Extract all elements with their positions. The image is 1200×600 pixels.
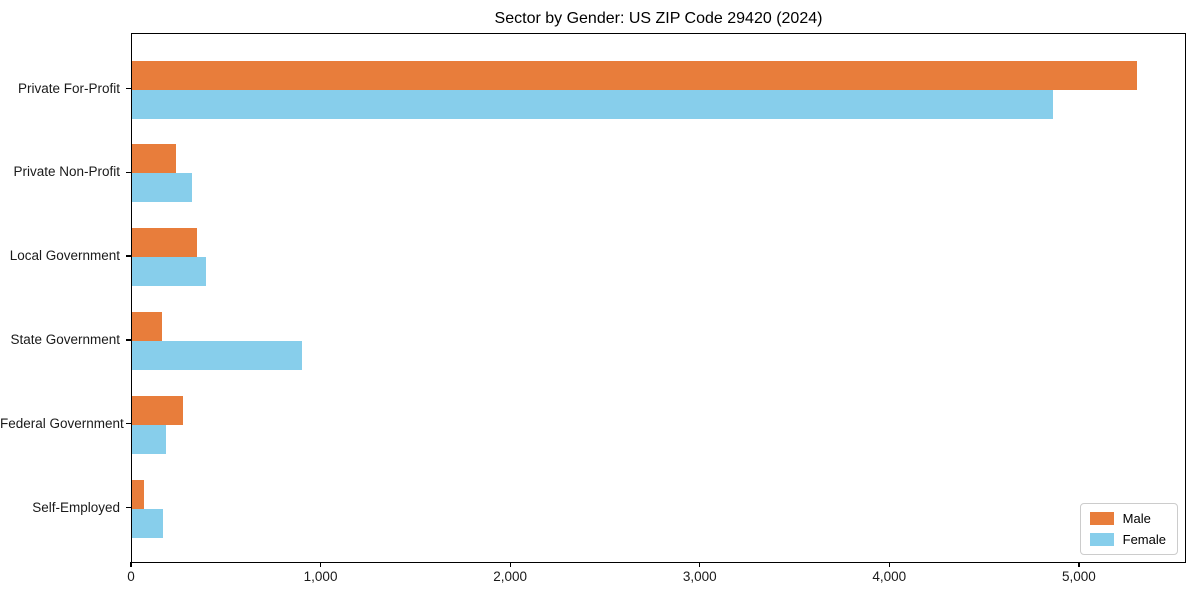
legend: Male Female: [1079, 503, 1178, 555]
legend-item-female: Female: [1089, 532, 1166, 547]
x-tick-label: 2,000: [493, 569, 528, 584]
x-tick-label: 0: [127, 569, 135, 584]
y-tick-mark: [126, 506, 131, 509]
y-tick-mark: [126, 339, 131, 341]
x-tick-mark: [319, 562, 322, 567]
legend-swatch-icon: [1089, 512, 1114, 525]
legend-label: Male: [1122, 511, 1151, 526]
bar-male-4: [132, 395, 184, 425]
y-tick-mark: [126, 255, 131, 257]
y-tick-mark: [126, 171, 131, 173]
x-tick-mark: [1078, 562, 1080, 567]
y-tick-label: State Government: [10, 331, 120, 347]
bar-male-5: [132, 479, 145, 509]
x-tick-label: 5,000: [1061, 569, 1096, 584]
bar-female-1: [132, 173, 192, 203]
y-tick-label: Self-Employed: [32, 499, 120, 515]
bar-male-0: [132, 60, 1137, 90]
bar-male-3: [132, 311, 163, 341]
legend-label: Female: [1122, 532, 1166, 547]
y-tick-mark: [126, 423, 131, 425]
legend-swatch-icon: [1089, 533, 1114, 546]
x-tick-label: 3,000: [682, 569, 717, 584]
x-tick-label: 1,000: [303, 569, 338, 584]
chart-title: Sector by Gender: US ZIP Code 29420 (202…: [494, 10, 823, 27]
y-tick-label: Private For-Profit: [17, 80, 120, 96]
bar-female-0: [132, 89, 1054, 119]
x-tick-mark: [699, 562, 701, 567]
bar-female-5: [132, 508, 164, 538]
y-tick-label: Federal Government: [0, 415, 124, 431]
bar-female-2: [132, 257, 206, 287]
y-tick-label: Local Government: [9, 248, 120, 264]
bar-male-2: [132, 228, 198, 258]
x-tick-mark: [130, 562, 132, 567]
x-tick-mark: [888, 562, 890, 567]
legend-item-male: Male: [1089, 511, 1166, 526]
y-tick-label: Private Non-Profit: [13, 164, 120, 180]
y-tick-mark: [126, 87, 131, 90]
bar-male-1: [132, 144, 176, 174]
x-tick-mark: [509, 562, 511, 567]
bar-female-4: [132, 424, 167, 454]
plot-area: Male Female: [131, 33, 1186, 563]
x-tick-label: 4,000: [872, 569, 907, 584]
bar-female-3: [132, 340, 302, 370]
